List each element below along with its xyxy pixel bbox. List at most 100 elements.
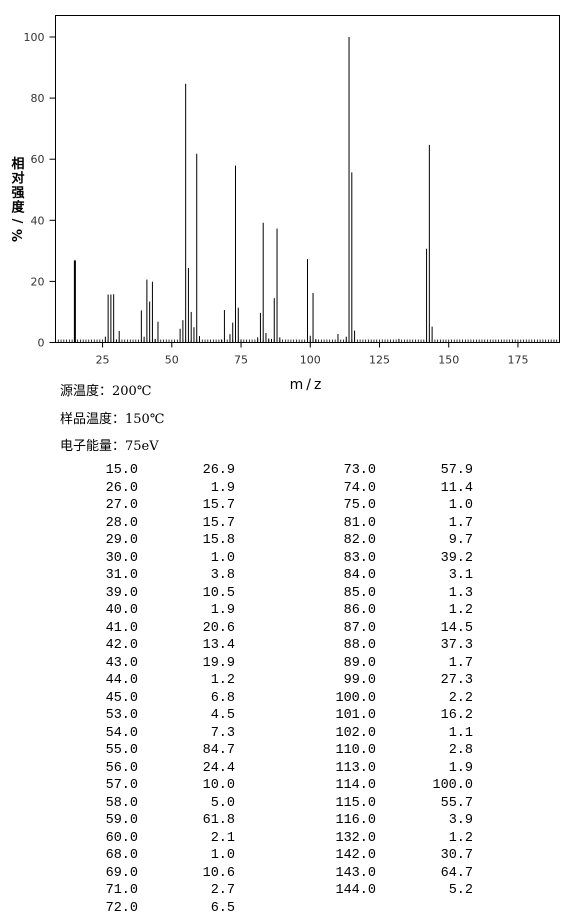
peak-row: 60.0 2.1: [70, 830, 235, 848]
intensity-value: 10.6: [202, 865, 235, 881]
mz-value: 102.0: [335, 725, 376, 741]
peak-row: 110.0 2.8: [308, 742, 473, 760]
intensity-value: 1.9: [210, 603, 235, 618]
mz-value: 143.0: [335, 865, 376, 881]
intensity-value: 3.1: [448, 568, 473, 583]
peak-row: 45.0 6.8: [70, 690, 235, 708]
intensity-value: 6.8: [210, 690, 235, 706]
mz-value: 144.0: [335, 883, 376, 898]
peak-row: 55.0 84.7: [70, 742, 235, 760]
intensity-value: 26.9: [202, 463, 235, 478]
peak-row: 30.0 1.0: [70, 550, 235, 568]
mz-value: 83.0: [343, 550, 376, 566]
mz-value: 30.0: [105, 550, 138, 566]
intensity-value: 6.5: [210, 900, 235, 916]
x-tick-label: 125: [369, 354, 390, 367]
peak-row: 43.0 19.9: [70, 655, 235, 673]
mz-value: 81.0: [343, 515, 376, 531]
mz-value: 31.0: [105, 568, 138, 583]
mz-value: 85.0: [343, 585, 376, 601]
mz-value: 82.0: [343, 533, 376, 548]
peak-row: 31.0 3.8: [70, 567, 235, 585]
peak-row: 99.0 27.3: [308, 672, 473, 690]
x-tick-label: 50: [165, 354, 179, 367]
intensity-value: 100.0: [432, 778, 473, 793]
mz-value: 113.0: [335, 760, 376, 776]
intensity-value: 39.2: [440, 550, 473, 566]
peak-row: 132.0 1.2: [308, 830, 473, 848]
mz-value: 44.0: [105, 673, 138, 688]
intensity-value: 57.9: [440, 463, 473, 478]
intensity-value: 2.1: [210, 830, 235, 846]
peak-row: 101.0 16.2: [308, 707, 473, 725]
peak-row: 114.0 100.0: [308, 777, 473, 795]
mz-value: 89.0: [343, 655, 376, 671]
mz-value: 42.0: [105, 638, 138, 653]
mz-value: 86.0: [343, 603, 376, 618]
mz-value: 116.0: [335, 813, 376, 828]
peak-row: 53.0 4.5: [70, 707, 235, 725]
y-tick-label: 0: [38, 337, 45, 350]
peak-table-right: 73.0 57.9 74.0 11.4 75.0 1.0 81.0 1.7 82.0 9.7 83.…: [308, 462, 473, 900]
mz-value: 57.0: [105, 778, 138, 793]
peak-row: 81.0 1.7: [308, 515, 473, 533]
intensity-value: 2.7: [210, 883, 235, 898]
mz-value: 27.0: [105, 498, 138, 513]
mz-value: 59.0: [105, 813, 138, 828]
peak-row: 88.0 37.3: [308, 637, 473, 655]
peak-row: 86.0 1.2: [308, 602, 473, 620]
peak-row: 85.0 1.3: [308, 585, 473, 603]
mz-value: 28.0: [105, 515, 138, 531]
peak-row: 89.0 1.7: [308, 655, 473, 673]
mz-value: 132.0: [335, 830, 376, 846]
peak-row: 74.0 11.4: [308, 480, 473, 498]
peak-row: 39.0 10.5: [70, 585, 235, 603]
y-tick-label: 40: [31, 214, 45, 227]
intensity-value: 3.9: [448, 813, 473, 828]
mz-value: 142.0: [335, 848, 376, 863]
peak-row: 28.0 15.7: [70, 515, 235, 533]
peak-row: 73.0 57.9: [308, 462, 473, 480]
intensity-value: 2.8: [448, 743, 473, 758]
intensity-value: 10.0: [202, 778, 235, 793]
mz-value: 43.0: [105, 655, 138, 671]
mz-value: 99.0: [343, 673, 376, 688]
mz-value: 73.0: [343, 463, 376, 478]
intensity-value: 1.9: [448, 760, 473, 776]
intensity-value: 9.7: [448, 533, 473, 548]
mz-value: 75.0: [343, 498, 376, 513]
x-tick-label: 175: [507, 354, 528, 367]
peak-row: 100.0 2.2: [308, 690, 473, 708]
peak-row: 102.0 1.1: [308, 725, 473, 743]
mz-value: 41.0: [105, 620, 138, 636]
intensity-value: 1.0: [210, 550, 235, 566]
electron-energy: 电子能量：75eV: [60, 439, 159, 454]
mz-value: 88.0: [343, 638, 376, 653]
intensity-value: 20.6: [202, 620, 235, 636]
intensity-value: 1.1: [448, 725, 473, 741]
mz-value: 115.0: [335, 795, 376, 811]
intensity-value: 13.4: [202, 638, 235, 653]
mz-value: 72.0: [105, 900, 138, 916]
peak-row: 26.0 1.9: [70, 480, 235, 498]
intensity-value: 1.3: [448, 585, 473, 601]
peak-row: 57.0 10.0: [70, 777, 235, 795]
y-tick-label: 80: [31, 92, 45, 105]
mass-spectrum-chart: 25 50 75 100 125 150 175 0 20 40 60 80 100 m/z 相对强度…: [11, 15, 560, 393]
y-tick-label: 100: [24, 31, 45, 44]
mz-value: 55.0: [105, 743, 138, 758]
intensity-value: 30.7: [440, 848, 473, 863]
y-axis-ticks: 0 20 40 60 80 100: [24, 31, 56, 350]
mz-value: 58.0: [105, 795, 138, 811]
peak-row: 115.0 55.7: [308, 795, 473, 813]
y-tick-label: 20: [31, 275, 45, 288]
peak-row: 84.0 3.1: [308, 567, 473, 585]
peak-row: 42.0 13.4: [70, 637, 235, 655]
peak-row: 144.0 5.2: [308, 882, 473, 900]
intensity-value: 15.7: [202, 515, 235, 531]
peak-row: 87.0 14.5: [308, 620, 473, 638]
intensity-value: 4.5: [210, 708, 235, 723]
peak-row: 75.0 1.0: [308, 497, 473, 515]
peak-row: 143.0 64.7: [308, 865, 473, 883]
y-axis-label-char: 度: [11, 200, 25, 216]
